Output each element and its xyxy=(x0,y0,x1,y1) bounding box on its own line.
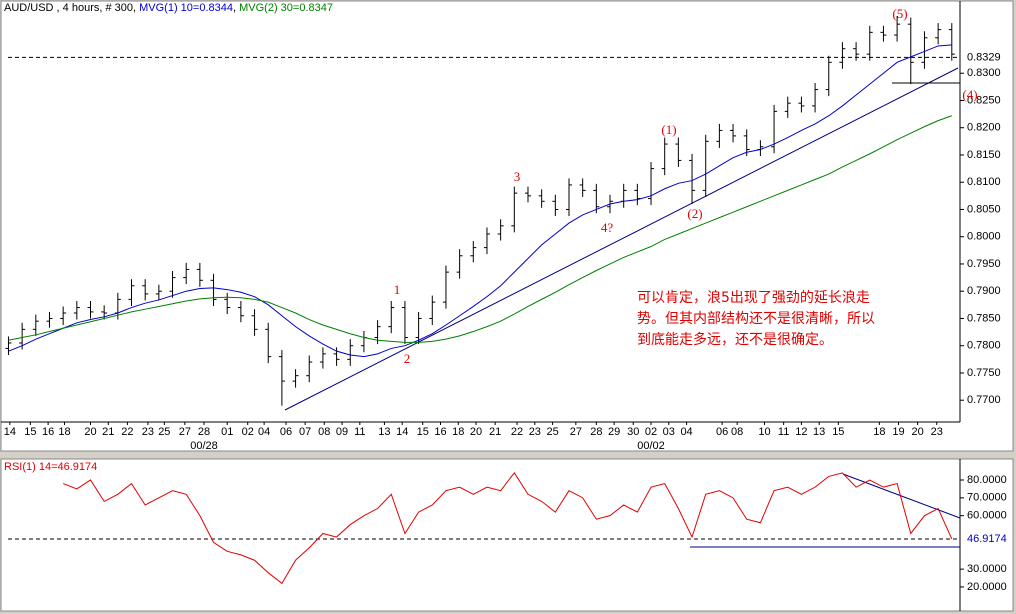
x-tick-label: 21 xyxy=(102,426,114,438)
x-tick-label: 28 xyxy=(590,426,602,438)
x-tick-label: 25 xyxy=(158,426,170,438)
x-tick-label: 23 xyxy=(931,426,943,438)
x-tick-label: 09 xyxy=(336,426,348,438)
chart-title: AUD/USD , 4 hours, # 300, MVG(1) 10=0.83… xyxy=(4,2,333,14)
x-tick-label: 08 xyxy=(731,426,743,438)
wave-label: (2) xyxy=(687,206,702,221)
x-tick-label: 14 xyxy=(4,426,16,438)
y-tick-label: 0.7750 xyxy=(967,367,1001,379)
legend-entry: MVG(1) 10=0.8344 xyxy=(139,2,233,14)
rsi-title: RSI(1) 14=46.9174 xyxy=(4,461,97,473)
x-tick-label: 02 xyxy=(242,426,254,438)
x-tick-label: 28 xyxy=(198,426,210,438)
x-tick-label: 27 xyxy=(179,426,191,438)
wave-label: 4? xyxy=(601,220,614,235)
x-tick-label: 20 xyxy=(470,426,482,438)
x-tick-label: 07 xyxy=(299,426,311,438)
x-tick-label: 13 xyxy=(813,426,825,438)
y-tick-label: 0.8050 xyxy=(967,203,1001,215)
wave-label: (5) xyxy=(892,6,907,21)
x-tick-label: 20 xyxy=(911,426,923,438)
y-tick-label: 0.7700 xyxy=(967,394,1001,406)
y-tick-label: 80.0000 xyxy=(967,474,1007,486)
x-tick-label: 15 xyxy=(417,426,429,438)
y-tick-label: 0.8200 xyxy=(967,122,1001,134)
x-tick-label: 14 xyxy=(396,426,408,438)
legend-entry: MVG(2) 30=0.8347 xyxy=(239,2,333,14)
x-tick-label: 27 xyxy=(570,426,582,438)
x-tick-label: 10 xyxy=(758,426,770,438)
x-tick-label: 03 xyxy=(663,426,675,438)
rsi-trend-line xyxy=(842,473,961,519)
x-tick-label: 11 xyxy=(778,426,789,438)
wave-label: 2 xyxy=(404,351,411,366)
x-tick-label: 13 xyxy=(378,426,390,438)
current-label: 46.9174 xyxy=(967,533,1007,545)
x-tick-label: 16 xyxy=(434,426,446,438)
y-tick-label: 30.0000 xyxy=(967,563,1007,575)
x-tick-label: 22 xyxy=(511,426,523,438)
wave-label: 3 xyxy=(514,169,521,184)
x-tick-label: 06 xyxy=(716,426,728,438)
y-tick-label: 0.8100 xyxy=(967,176,1001,188)
y-tick-label: 0.8300 xyxy=(967,67,1001,79)
x-tick-label: 16 xyxy=(42,426,54,438)
y-tick-label: 0.8250 xyxy=(967,94,1001,106)
y-tick-label: 0.7900 xyxy=(967,285,1001,297)
rsi-panel xyxy=(0,458,1014,612)
y-tick-label: 0.8150 xyxy=(967,149,1001,161)
x-tick-label: 15 xyxy=(24,426,36,438)
x-tick-label: 19 xyxy=(892,426,904,438)
separator: , xyxy=(233,2,239,14)
trend-line xyxy=(284,67,959,411)
y-tick-label: 0.7950 xyxy=(967,258,1001,270)
x-tick-label: 11 xyxy=(354,426,365,438)
x-tick-label: 04 xyxy=(258,426,270,438)
x-tick-label: 15 xyxy=(832,426,844,438)
x-tick-label: 20 xyxy=(84,426,96,438)
x-tick-label: 06 xyxy=(280,426,292,438)
note-line: 可以肯定，浪5出现了强劲的延长浪走 xyxy=(637,290,870,306)
y-tick-label: 0.7850 xyxy=(967,312,1001,324)
x-sublabel: 00/28 xyxy=(190,440,218,452)
x-tick-label: 22 xyxy=(121,426,133,438)
y-tick-label: 0.7800 xyxy=(967,340,1001,352)
current-label-box xyxy=(962,50,1012,65)
x-tick-label: 18 xyxy=(58,426,70,438)
rsi-line xyxy=(62,472,953,585)
x-tick-label: 30 xyxy=(627,426,639,438)
x-tick-label: 21 xyxy=(489,426,501,438)
y-tick-label: 70.0000 xyxy=(967,492,1007,504)
y-tick-label: 20.0000 xyxy=(967,581,1007,593)
x-tick-label: 23 xyxy=(142,426,154,438)
wave-label: 1 xyxy=(394,282,401,297)
x-tick-label: 01 xyxy=(221,426,233,438)
title-text: AUD/USD , 4 hours, # 300, xyxy=(4,2,139,14)
x-tick-label: 04 xyxy=(680,426,692,438)
note-line: 到底能走多远，还不是很确定。 xyxy=(637,331,833,348)
x-tick-label: 29 xyxy=(608,426,620,438)
current-label-box xyxy=(962,531,1012,546)
x-tick-label: 02 xyxy=(645,426,657,438)
x-tick-label: 08 xyxy=(318,426,330,438)
x-tick-label: 18 xyxy=(452,426,464,438)
x-tick-label: 25 xyxy=(546,426,558,438)
y-tick-label: 60.0000 xyxy=(967,510,1007,522)
moving-average xyxy=(8,115,952,343)
moving-average xyxy=(8,44,952,358)
wave-label: (4) xyxy=(962,87,977,102)
note-line: 势。但其内部结构还不是很清晰，所以 xyxy=(637,311,875,327)
y-tick-label: 0.8000 xyxy=(967,231,1001,243)
x-tick-label: 18 xyxy=(873,426,885,438)
x-tick-label: 23 xyxy=(529,426,541,438)
x-sublabel: 00/02 xyxy=(637,440,665,452)
price-panel xyxy=(0,0,1014,452)
current-label: 0.8329 xyxy=(967,51,1001,63)
x-tick-label: 12 xyxy=(795,426,807,438)
wave-label: (1) xyxy=(661,122,676,137)
